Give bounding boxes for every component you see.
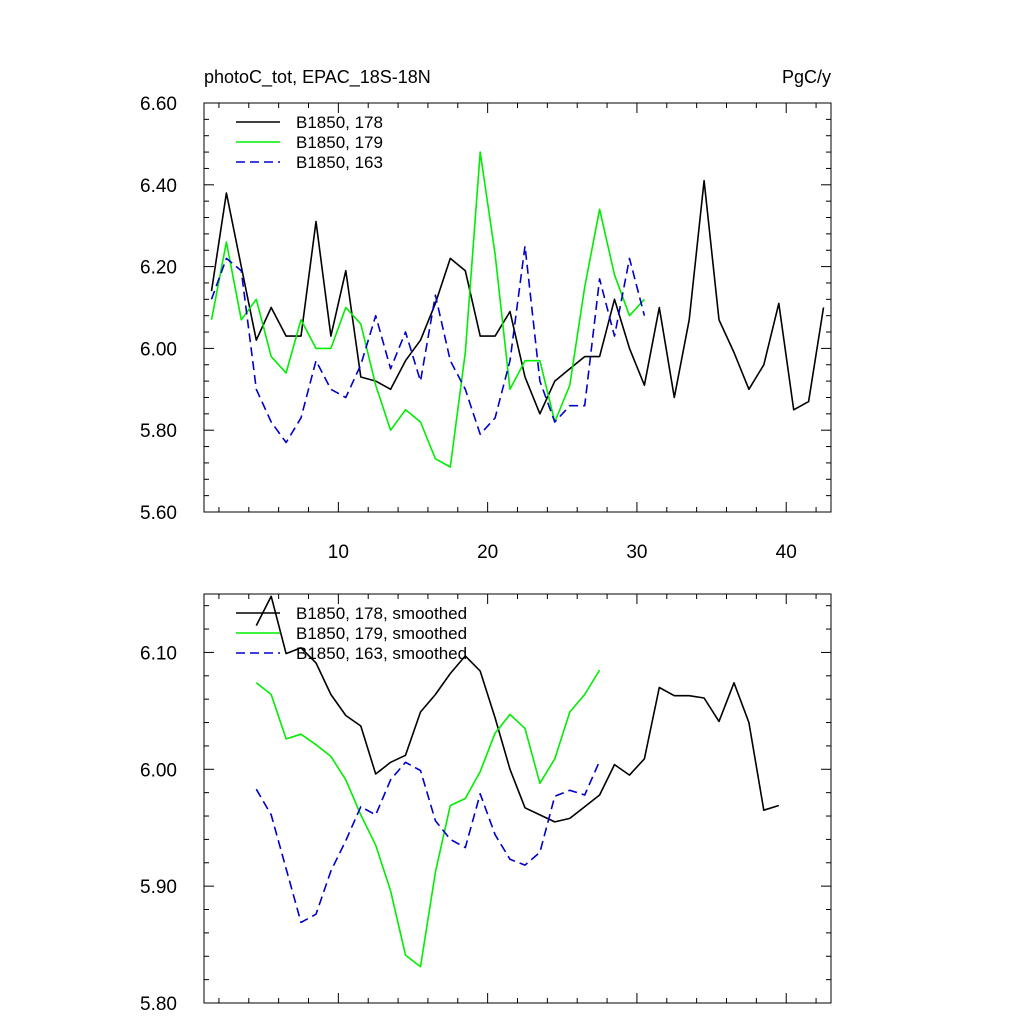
y-tick-label: 5.80 bbox=[140, 994, 177, 1015]
series-line bbox=[210, 151, 645, 468]
y-tick-label: 6.20 bbox=[140, 258, 177, 279]
x-tick-label: 10 bbox=[328, 542, 349, 563]
legend-label: B1850, 178 bbox=[296, 113, 383, 132]
top-panel: photoC_tot, EPAC_18S-18N PgC/y 10 20 30 40 5… bbox=[140, 67, 832, 563]
y-tick-label: 5.60 bbox=[140, 503, 177, 524]
series-line bbox=[210, 245, 646, 444]
y-tick-label: 5.90 bbox=[140, 877, 177, 898]
series-line bbox=[255, 669, 601, 968]
y-tick-label: 6.40 bbox=[140, 176, 177, 197]
legend-label: B1850, 163 bbox=[296, 153, 383, 172]
top-panel-title: photoC_tot, EPAC_18S-18N bbox=[204, 67, 431, 88]
top-panel-units: PgC/y bbox=[782, 67, 831, 87]
y-tick-label: 5.80 bbox=[140, 421, 177, 442]
x-tick-label: 30 bbox=[626, 542, 647, 563]
legend-label: B1850, 179 bbox=[296, 133, 383, 152]
legend-label: B1850, 179, smoothed bbox=[296, 624, 467, 643]
y-tick-label: 6.00 bbox=[140, 339, 177, 360]
y-tick-label: 6.60 bbox=[140, 94, 177, 115]
x-tick-label: 40 bbox=[776, 542, 797, 563]
legend-label: B1850, 178, smoothed bbox=[296, 604, 467, 623]
series-line bbox=[255, 595, 780, 823]
legend-label: B1850, 163, smoothed bbox=[296, 644, 467, 663]
series-line bbox=[255, 760, 601, 924]
series-line bbox=[210, 179, 825, 415]
x-tick-label: 20 bbox=[477, 542, 498, 563]
y-tick-label: 6.00 bbox=[140, 760, 177, 781]
y-tick-label: 6.10 bbox=[140, 643, 177, 664]
